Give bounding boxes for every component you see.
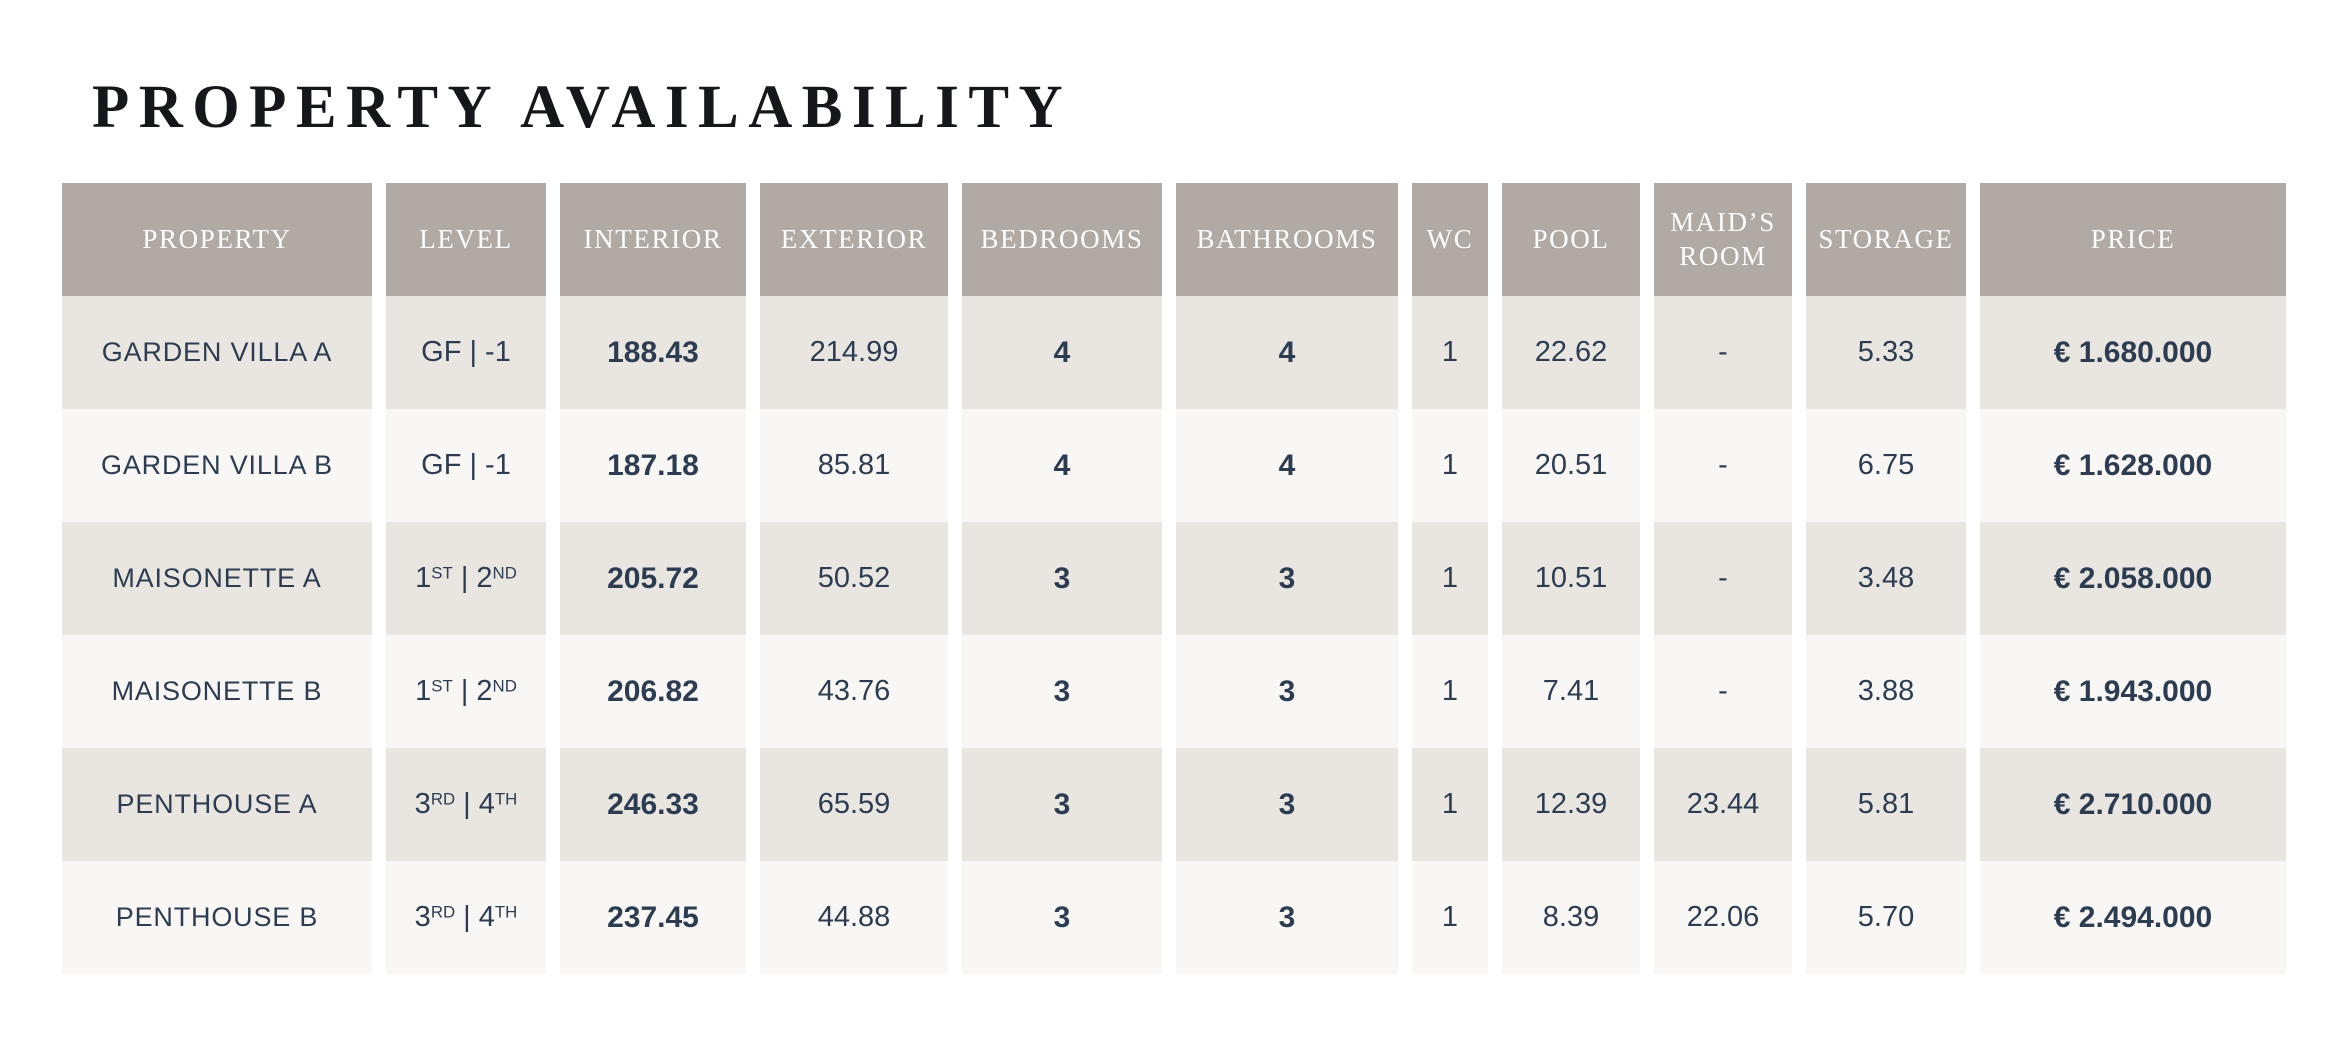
cell-storage: 5.33	[1806, 296, 1966, 409]
cell-bathrooms: 3	[1176, 861, 1398, 974]
cell-maids_room: -	[1654, 409, 1792, 522]
cell-bathrooms: 4	[1176, 409, 1398, 522]
cell-exterior: 44.88	[760, 861, 948, 974]
cell-price: € 2.710.000	[1980, 748, 2286, 861]
cell-maids_room: 22.06	[1654, 861, 1792, 974]
page-title: PROPERTY AVAILABILITY	[92, 73, 1073, 141]
cell-interior: 246.33	[560, 748, 746, 861]
cell-bedrooms: 4	[962, 296, 1162, 409]
cell-property: PENTHOUSE B	[62, 861, 372, 974]
cell-maids_room: -	[1654, 635, 1792, 748]
cell-pool: 20.51	[1502, 409, 1640, 522]
cell-exterior: 43.76	[760, 635, 948, 748]
column-header-bathrooms: BATHROOMS	[1176, 183, 1398, 296]
column-header-wc: WC	[1412, 183, 1488, 296]
cell-level: GF | -1	[386, 296, 546, 409]
cell-interior: 188.43	[560, 296, 746, 409]
cell-pool: 22.62	[1502, 296, 1640, 409]
column-header-interior: INTERIOR	[560, 183, 746, 296]
cell-pool: 12.39	[1502, 748, 1640, 861]
cell-price: € 1.680.000	[1980, 296, 2286, 409]
cell-storage: 5.70	[1806, 861, 1966, 974]
cell-price: € 2.494.000	[1980, 861, 2286, 974]
cell-property: PENTHOUSE A	[62, 748, 372, 861]
cell-property: MAISONETTE A	[62, 522, 372, 635]
availability-table: PROPERTY LEVEL INTERIOR EXTERIOR BEDROOMS BAT…	[62, 183, 2286, 974]
cell-storage: 6.75	[1806, 409, 1966, 522]
column-header-exterior: EXTERIOR	[760, 183, 948, 296]
cell-bedrooms: 4	[962, 409, 1162, 522]
cell-bedrooms: 3	[962, 861, 1162, 974]
column-header-price: PRICE	[1980, 183, 2286, 296]
cell-maids_room: -	[1654, 296, 1792, 409]
cell-property: GARDEN VILLA B	[62, 409, 372, 522]
cell-wc: 1	[1412, 522, 1488, 635]
cell-level: 3RD | 4TH	[386, 861, 546, 974]
cell-price: € 2.058.000	[1980, 522, 2286, 635]
column-header-storage: STORAGE	[1806, 183, 1966, 296]
cell-interior: 187.18	[560, 409, 746, 522]
cell-bedrooms: 3	[962, 635, 1162, 748]
column-header-pool: POOL	[1502, 183, 1640, 296]
cell-wc: 1	[1412, 409, 1488, 522]
cell-level: GF | -1	[386, 409, 546, 522]
cell-wc: 1	[1412, 635, 1488, 748]
cell-exterior: 50.52	[760, 522, 948, 635]
column-header-property: PROPERTY	[62, 183, 372, 296]
cell-exterior: 65.59	[760, 748, 948, 861]
cell-interior: 205.72	[560, 522, 746, 635]
cell-exterior: 85.81	[760, 409, 948, 522]
column-header-level: LEVEL	[386, 183, 546, 296]
cell-exterior: 214.99	[760, 296, 948, 409]
cell-storage: 3.88	[1806, 635, 1966, 748]
cell-price: € 1.628.000	[1980, 409, 2286, 522]
cell-level: 1ST | 2ND	[386, 635, 546, 748]
cell-pool: 7.41	[1502, 635, 1640, 748]
cell-wc: 1	[1412, 861, 1488, 974]
cell-bathrooms: 3	[1176, 748, 1398, 861]
cell-pool: 10.51	[1502, 522, 1640, 635]
cell-storage: 5.81	[1806, 748, 1966, 861]
cell-bathrooms: 3	[1176, 635, 1398, 748]
cell-wc: 1	[1412, 296, 1488, 409]
column-header-bedrooms: BEDROOMS	[962, 183, 1162, 296]
cell-maids_room: -	[1654, 522, 1792, 635]
cell-property: GARDEN VILLA A	[62, 296, 372, 409]
cell-bathrooms: 3	[1176, 522, 1398, 635]
cell-pool: 8.39	[1502, 861, 1640, 974]
cell-interior: 206.82	[560, 635, 746, 748]
cell-wc: 1	[1412, 748, 1488, 861]
cell-maids_room: 23.44	[1654, 748, 1792, 861]
cell-storage: 3.48	[1806, 522, 1966, 635]
cell-bedrooms: 3	[962, 522, 1162, 635]
cell-property: MAISONETTE B	[62, 635, 372, 748]
cell-price: € 1.943.000	[1980, 635, 2286, 748]
cell-bathrooms: 4	[1176, 296, 1398, 409]
cell-level: 3RD | 4TH	[386, 748, 546, 861]
column-header-maids_room: MAID’S ROOM	[1654, 183, 1792, 296]
cell-bedrooms: 3	[962, 748, 1162, 861]
cell-level: 1ST | 2ND	[386, 522, 546, 635]
cell-interior: 237.45	[560, 861, 746, 974]
